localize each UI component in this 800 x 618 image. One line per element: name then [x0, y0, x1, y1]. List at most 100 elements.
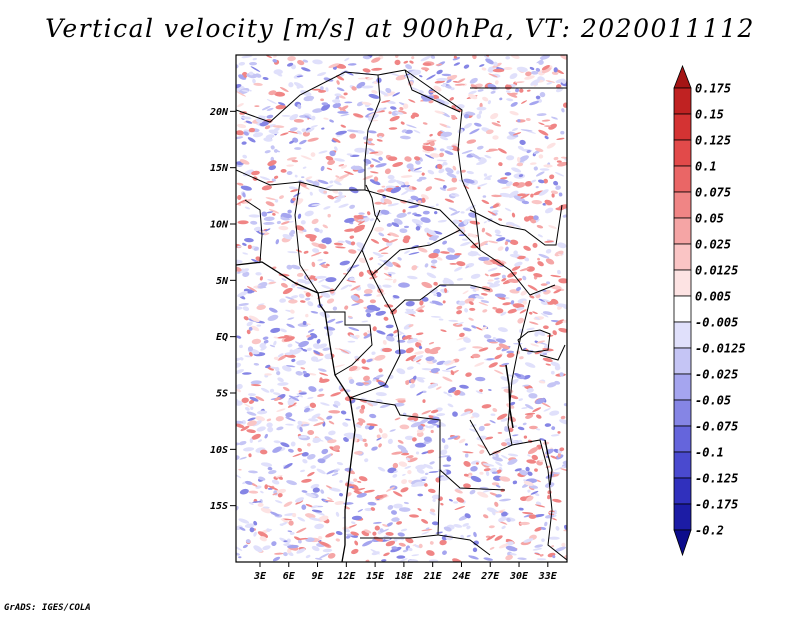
field-speck — [302, 166, 307, 169]
field-speck — [411, 170, 422, 173]
field-speck — [413, 167, 423, 171]
field-speck — [296, 527, 307, 534]
field-speck — [249, 352, 253, 357]
field-speck — [339, 173, 350, 179]
field-speck — [442, 550, 447, 555]
field-speck — [246, 429, 256, 434]
field-speck — [335, 246, 346, 249]
field-speck — [555, 526, 560, 531]
field-speck — [487, 279, 494, 282]
field-speck — [259, 276, 263, 281]
field-speck — [248, 326, 253, 331]
field-speck — [439, 136, 449, 141]
field-speck — [471, 353, 481, 359]
field-speck — [533, 166, 538, 171]
colorbar-swatch — [673, 217, 692, 245]
field-speck — [497, 148, 507, 154]
field-speck — [476, 106, 487, 111]
field-speck — [429, 133, 433, 137]
field-speck — [296, 548, 306, 554]
field-speck — [400, 528, 408, 532]
field-speck — [546, 281, 551, 285]
field-speck — [538, 298, 545, 302]
field-speck — [518, 155, 529, 163]
field-speck — [371, 351, 376, 355]
field-speck — [316, 72, 327, 77]
field-speck — [246, 329, 251, 335]
field-speck — [326, 263, 330, 267]
field-speck — [412, 355, 424, 361]
field-speck — [451, 177, 458, 183]
field-speck — [344, 57, 350, 62]
lake-tanganyika — [505, 364, 514, 429]
field-speck — [295, 371, 303, 376]
field-speck — [404, 74, 412, 79]
field-speck — [371, 446, 378, 451]
field-speck — [236, 400, 243, 406]
field-speck — [288, 520, 294, 526]
field-speck — [402, 549, 408, 553]
colorbar-label: 0.175 — [695, 82, 731, 96]
field-speck — [427, 169, 435, 175]
field-speck — [366, 77, 373, 81]
field-speck — [271, 178, 276, 182]
field-speck — [451, 115, 457, 120]
field-speck — [262, 336, 269, 340]
field-speck — [291, 283, 296, 288]
field-speck — [477, 89, 484, 92]
field-speck — [242, 242, 247, 246]
field-speck — [488, 525, 495, 529]
field-speck — [437, 219, 447, 223]
field-speck — [537, 257, 541, 261]
field-speck — [339, 479, 343, 483]
field-speck — [344, 228, 356, 232]
field-speck — [286, 323, 295, 328]
field-speck — [361, 101, 372, 106]
field-speck — [325, 87, 329, 92]
field-speck — [484, 436, 494, 440]
field-speck — [421, 172, 425, 176]
field-speck — [422, 150, 431, 154]
field-speck — [370, 238, 380, 244]
field-speck — [498, 343, 510, 350]
field-speck — [334, 158, 345, 162]
field-speck — [491, 73, 501, 78]
field-speck — [487, 100, 491, 105]
field-speck — [305, 127, 315, 133]
field-speck — [249, 396, 259, 402]
field-speck — [488, 389, 492, 391]
field-speck — [408, 251, 420, 255]
field-speck — [318, 243, 327, 249]
field-speck — [405, 347, 414, 354]
field-speck — [456, 78, 466, 83]
field-speck — [405, 64, 413, 70]
field-speck — [423, 436, 432, 442]
lat-tick-label: 10N — [210, 220, 229, 231]
field-speck — [430, 409, 439, 414]
field-speck — [238, 556, 242, 559]
field-speck — [283, 336, 295, 342]
field-speck — [312, 108, 323, 113]
field-speck — [323, 77, 334, 82]
field-speck — [279, 195, 284, 200]
field-speck — [439, 187, 446, 191]
field-speck — [471, 325, 477, 329]
field-speck — [292, 453, 303, 457]
field-speck — [236, 506, 239, 511]
field-speck — [393, 538, 398, 542]
field-speck — [300, 268, 309, 272]
field-speck — [358, 257, 367, 264]
field-speck — [280, 442, 290, 448]
field-speck — [526, 266, 535, 272]
field-speck — [383, 266, 389, 271]
field-speck — [478, 240, 489, 247]
field-speck — [327, 497, 333, 501]
field-speck — [375, 374, 384, 379]
field-speck — [319, 377, 323, 383]
field-speck — [501, 525, 506, 530]
field-speck — [474, 122, 482, 127]
field-speck — [434, 177, 446, 182]
field-speck — [512, 132, 522, 136]
field-speck — [505, 540, 509, 543]
field-speck — [330, 392, 342, 397]
